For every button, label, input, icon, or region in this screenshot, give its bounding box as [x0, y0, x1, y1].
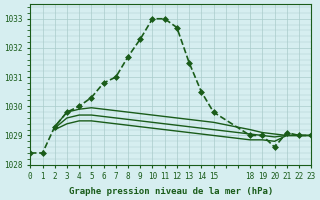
X-axis label: Graphe pression niveau de la mer (hPa): Graphe pression niveau de la mer (hPa): [68, 187, 273, 196]
